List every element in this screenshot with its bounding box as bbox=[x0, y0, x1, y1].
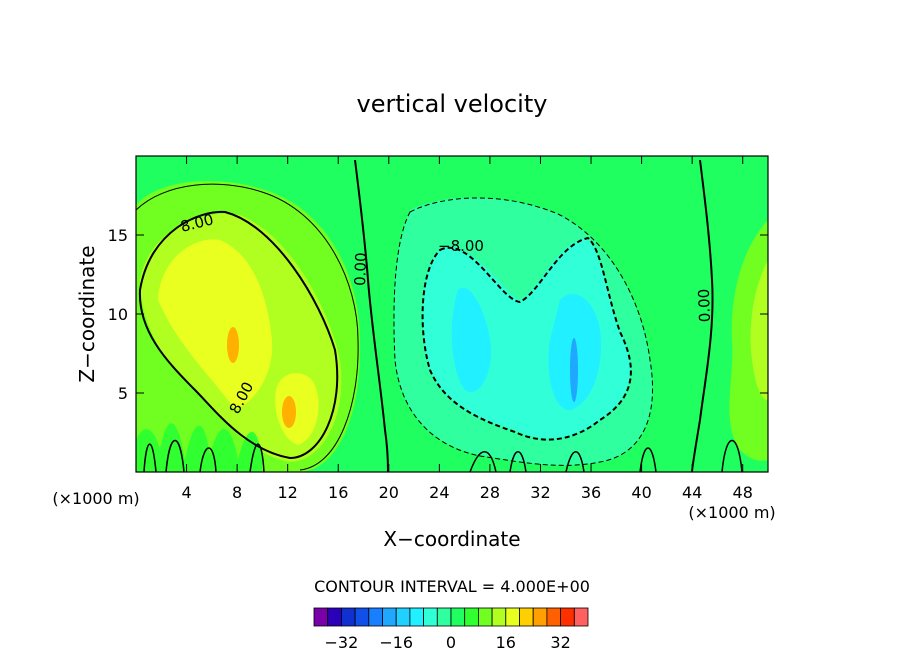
contour-8-left bbox=[138, 210, 339, 460]
colorbar-swatch bbox=[409, 607, 424, 627]
updraft-region-12 bbox=[158, 239, 273, 410]
x-tick-label: 36 bbox=[581, 483, 601, 502]
colorbar-tick-label: 0 bbox=[446, 633, 456, 652]
colorbar-swatch bbox=[491, 607, 507, 627]
x-tick-label: 16 bbox=[328, 483, 348, 502]
downdraft-region-12a bbox=[451, 288, 491, 392]
colorbar-swatch bbox=[313, 607, 329, 627]
contour-0-vertical-left bbox=[354, 159, 389, 472]
contour-interval-label: CONTOUR INTERVAL = 4.000E+00 bbox=[314, 577, 590, 596]
contour-lines bbox=[136, 159, 743, 472]
colorbar-swatch bbox=[423, 607, 438, 627]
contour-minus8-center bbox=[421, 236, 632, 441]
colorbar-tick-label: −16 bbox=[379, 633, 413, 652]
contour-label-0-left: 0.00 bbox=[351, 252, 370, 286]
colorbar-swatch bbox=[477, 607, 493, 627]
x-unit-right: (×1000 m) bbox=[688, 503, 775, 522]
x-tick-label: 32 bbox=[530, 483, 550, 502]
colorbar-swatch bbox=[395, 607, 411, 627]
x-tick-label: 40 bbox=[631, 483, 651, 502]
colorbar-swatch bbox=[573, 607, 589, 627]
contour-0-vertical-right bbox=[691, 159, 714, 472]
colorbar-swatch bbox=[436, 607, 452, 627]
updraft-region-12b bbox=[275, 373, 319, 445]
updraft-region-right bbox=[729, 220, 768, 461]
y-axis: 5 10 15 bbox=[108, 226, 768, 403]
contour-minus4-center bbox=[393, 197, 654, 466]
y-tick-label: 15 bbox=[108, 226, 128, 245]
colorbar-swatch bbox=[560, 607, 575, 627]
colorbar-swatch bbox=[532, 607, 548, 627]
colorbar-swatch bbox=[368, 607, 383, 627]
updraft-core-b bbox=[282, 396, 296, 428]
updraft-core-a bbox=[227, 327, 239, 363]
contour-4-left bbox=[136, 183, 359, 471]
colorbar-swatch bbox=[505, 607, 520, 627]
updraft-region-right-inner bbox=[750, 260, 768, 400]
colorbar-tick-label: 16 bbox=[496, 633, 516, 652]
colorbar-swatch bbox=[464, 607, 479, 627]
colorbar-swatch bbox=[340, 607, 356, 627]
x-tick-label: 12 bbox=[278, 483, 298, 502]
y-axis-label: Z−coordinate bbox=[75, 245, 99, 382]
x-tick-label: 24 bbox=[429, 483, 449, 502]
y-tick-label: 10 bbox=[108, 305, 128, 324]
contour-surface-1 bbox=[143, 439, 743, 472]
x-tick-label: 48 bbox=[733, 483, 753, 502]
colorbar: −32 −16 0 16 32 bbox=[313, 607, 589, 652]
chart-title: vertical velocity bbox=[357, 90, 548, 118]
x-tick-label: 44 bbox=[682, 483, 702, 502]
x-unit-left: (×1000 m) bbox=[52, 489, 139, 508]
colorbar-tick-label: 32 bbox=[550, 633, 570, 652]
x-tick-label: 28 bbox=[480, 483, 500, 502]
plot-area: 8.00 0.00 −8.00 0.00 8.00 bbox=[136, 156, 768, 472]
colorbar-swatch bbox=[450, 607, 466, 627]
colorbar-swatch bbox=[327, 607, 342, 627]
colorbar-tick-label: −32 bbox=[325, 633, 359, 652]
colorbar-swatch bbox=[546, 607, 562, 627]
colorbar-swatch bbox=[519, 607, 534, 627]
contour-label-minus8: −8.00 bbox=[438, 237, 484, 255]
colorbar-swatch bbox=[382, 607, 397, 627]
y-tick-label: 5 bbox=[118, 384, 128, 403]
x-axis: 4 8 12 16 20 24 28 32 36 40 44 48 bbox=[181, 156, 753, 502]
x-tick-label: 20 bbox=[379, 483, 399, 502]
x-tick-label: 8 bbox=[232, 483, 242, 502]
colorbar-swatch bbox=[354, 607, 370, 627]
x-axis-label: X−coordinate bbox=[383, 527, 520, 551]
downdraft-core bbox=[570, 338, 578, 402]
contour-label-0-right: 0.00 bbox=[695, 288, 714, 322]
x-tick-label: 4 bbox=[181, 483, 191, 502]
